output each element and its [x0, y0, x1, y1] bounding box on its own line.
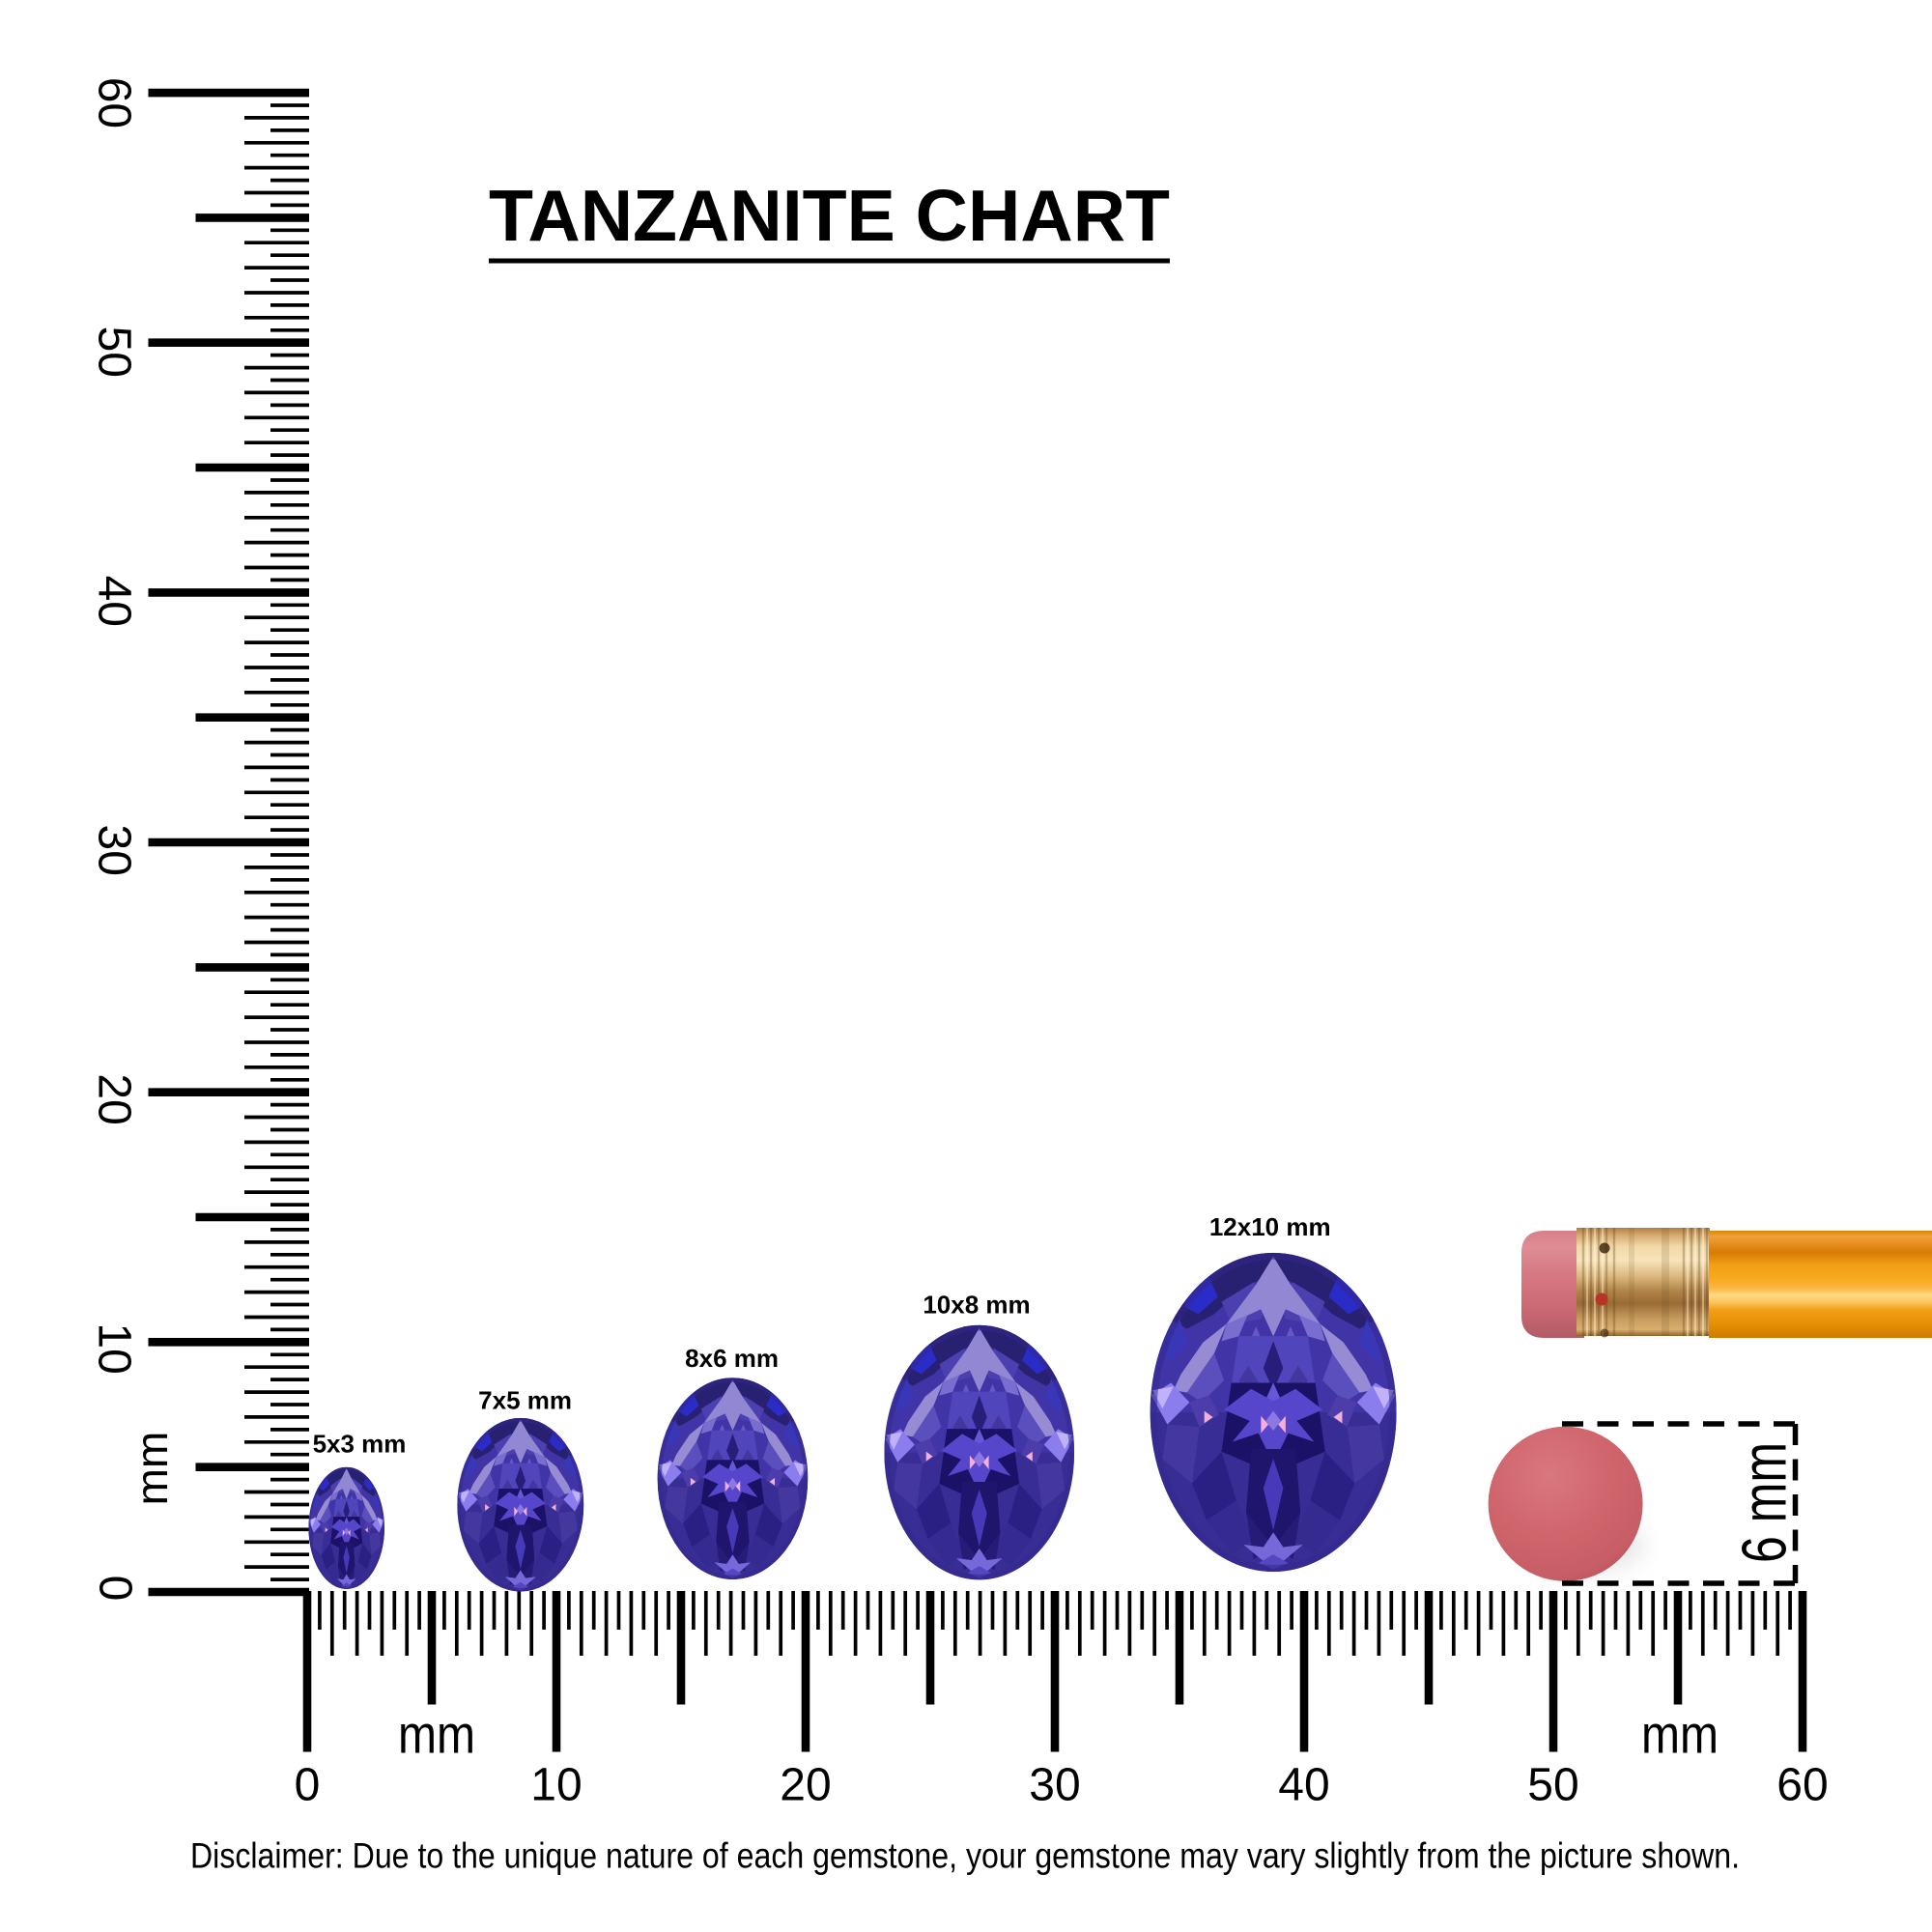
svg-text:0: 0 [295, 1760, 321, 1811]
svg-text:40: 40 [89, 576, 140, 627]
svg-text:mm: mm [398, 1704, 475, 1765]
svg-text:50: 50 [1527, 1760, 1578, 1811]
svg-text:10: 10 [89, 1322, 140, 1374]
svg-text:8x6 mm: 8x6 mm [685, 1344, 779, 1373]
svg-text:60: 60 [89, 77, 140, 128]
svg-text:Disclaimer: Due to the unique: Disclaimer: Due to the unique nature of … [190, 1835, 1740, 1876]
svg-text:10x8 mm: 10x8 mm [923, 1291, 1030, 1320]
svg-text:mm: mm [1641, 1704, 1719, 1765]
svg-text:20: 20 [780, 1760, 831, 1811]
svg-text:40: 40 [1278, 1760, 1329, 1811]
svg-text:60: 60 [1776, 1760, 1828, 1811]
svg-text:6 mm: 6 mm [1730, 1442, 1800, 1563]
svg-text:TANZANITE CHART: TANZANITE CHART [489, 175, 1170, 256]
svg-text:5x3 mm: 5x3 mm [313, 1430, 407, 1459]
svg-text:20: 20 [89, 1073, 140, 1124]
svg-text:mm: mm [127, 1432, 177, 1506]
svg-text:12x10 mm: 12x10 mm [1209, 1212, 1331, 1241]
svg-text:30: 30 [89, 825, 140, 876]
svg-text:10: 10 [530, 1760, 582, 1811]
svg-text:50: 50 [89, 327, 140, 378]
svg-text:0: 0 [90, 1576, 141, 1602]
svg-text:7x5 mm: 7x5 mm [478, 1386, 572, 1415]
svg-text:30: 30 [1029, 1760, 1080, 1811]
